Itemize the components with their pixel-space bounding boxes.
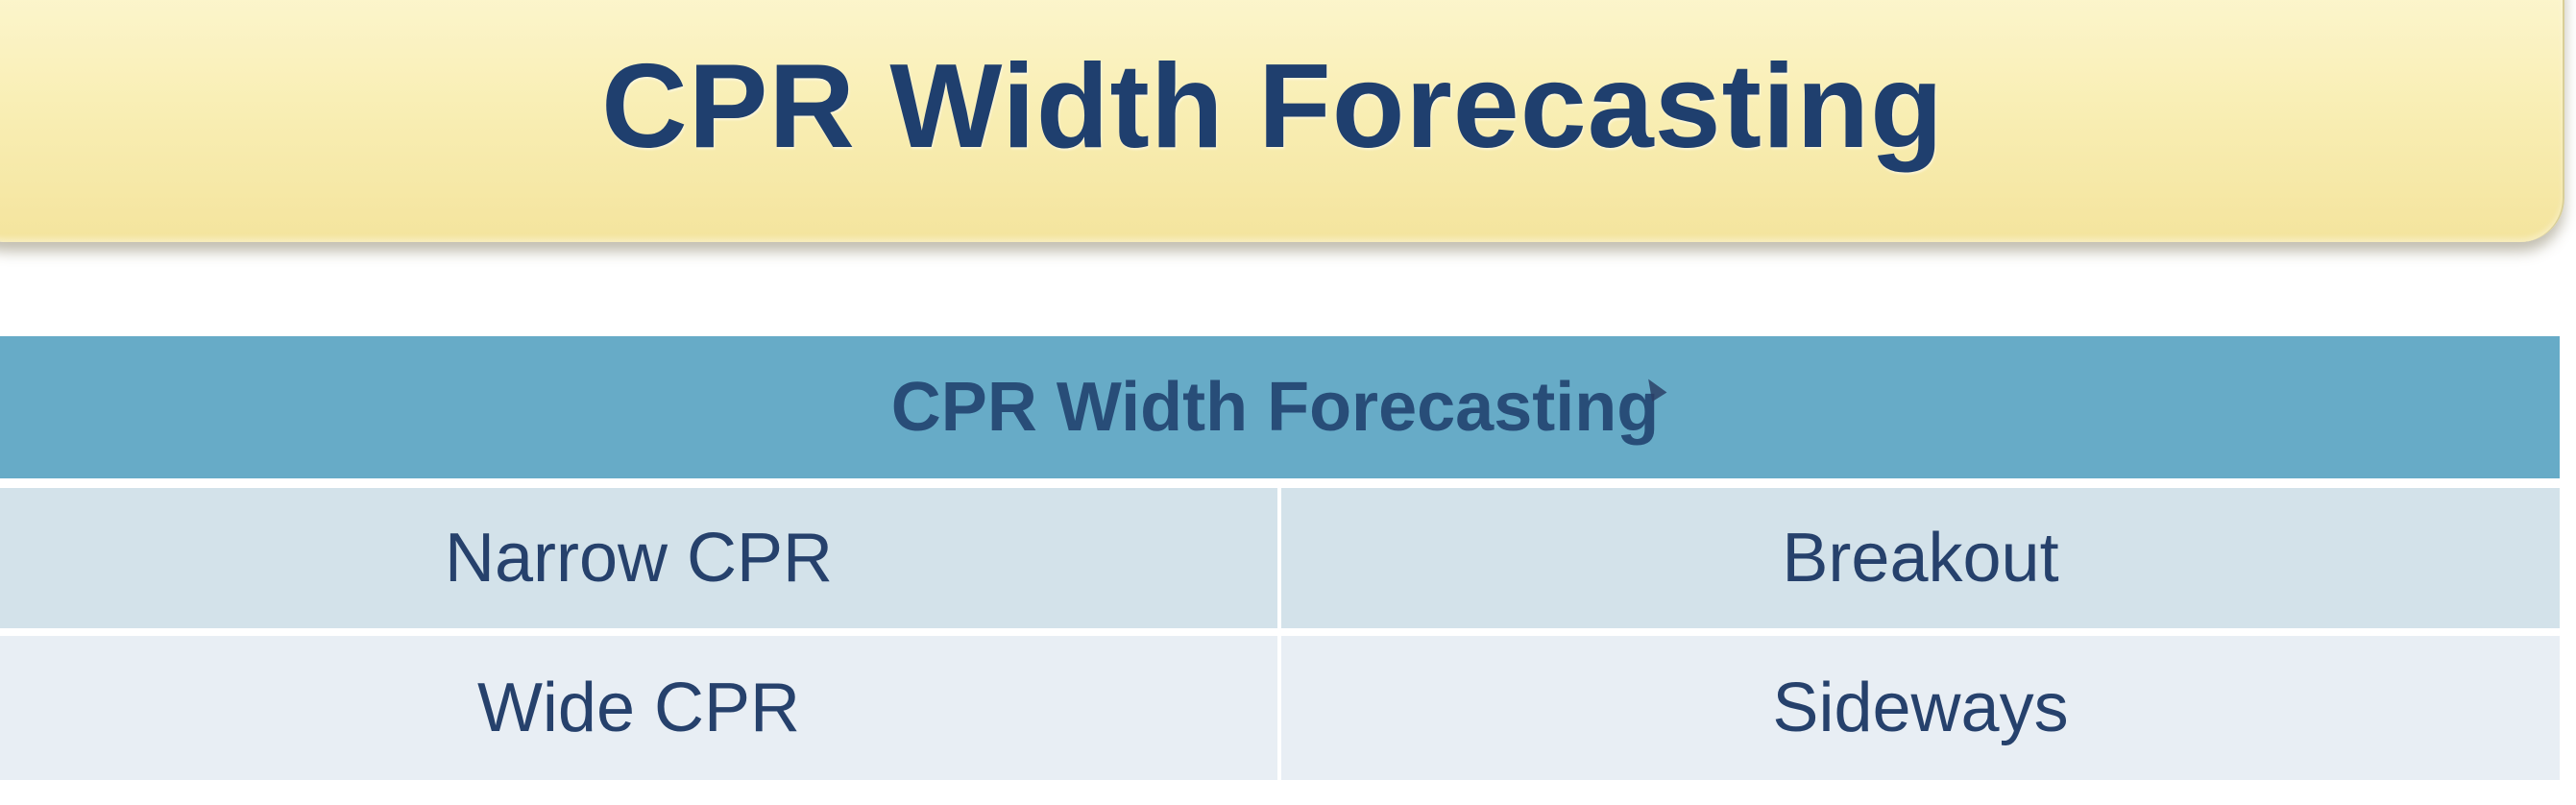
table-header-label: CPR Width Forecasting	[890, 369, 1660, 446]
table-cell-condition: Narrow CPR	[0, 488, 1281, 628]
title-banner	[0, 0, 2564, 242]
forecast-table: CPR Width Forecasting Narrow CPR Breakou…	[0, 336, 2560, 780]
table-cell-outcome: Sideways	[1281, 636, 2560, 780]
table-cell-condition: Wide CPR	[0, 636, 1281, 780]
table-cell-outcome: Breakout	[1281, 488, 2560, 628]
table-header: CPR Width Forecasting	[0, 336, 2560, 478]
table-row: Wide CPR Sideways	[0, 628, 2560, 780]
slide-title: CPR Width Forecasting	[601, 40, 1944, 173]
table-row: Narrow CPR Breakout	[0, 478, 2560, 628]
